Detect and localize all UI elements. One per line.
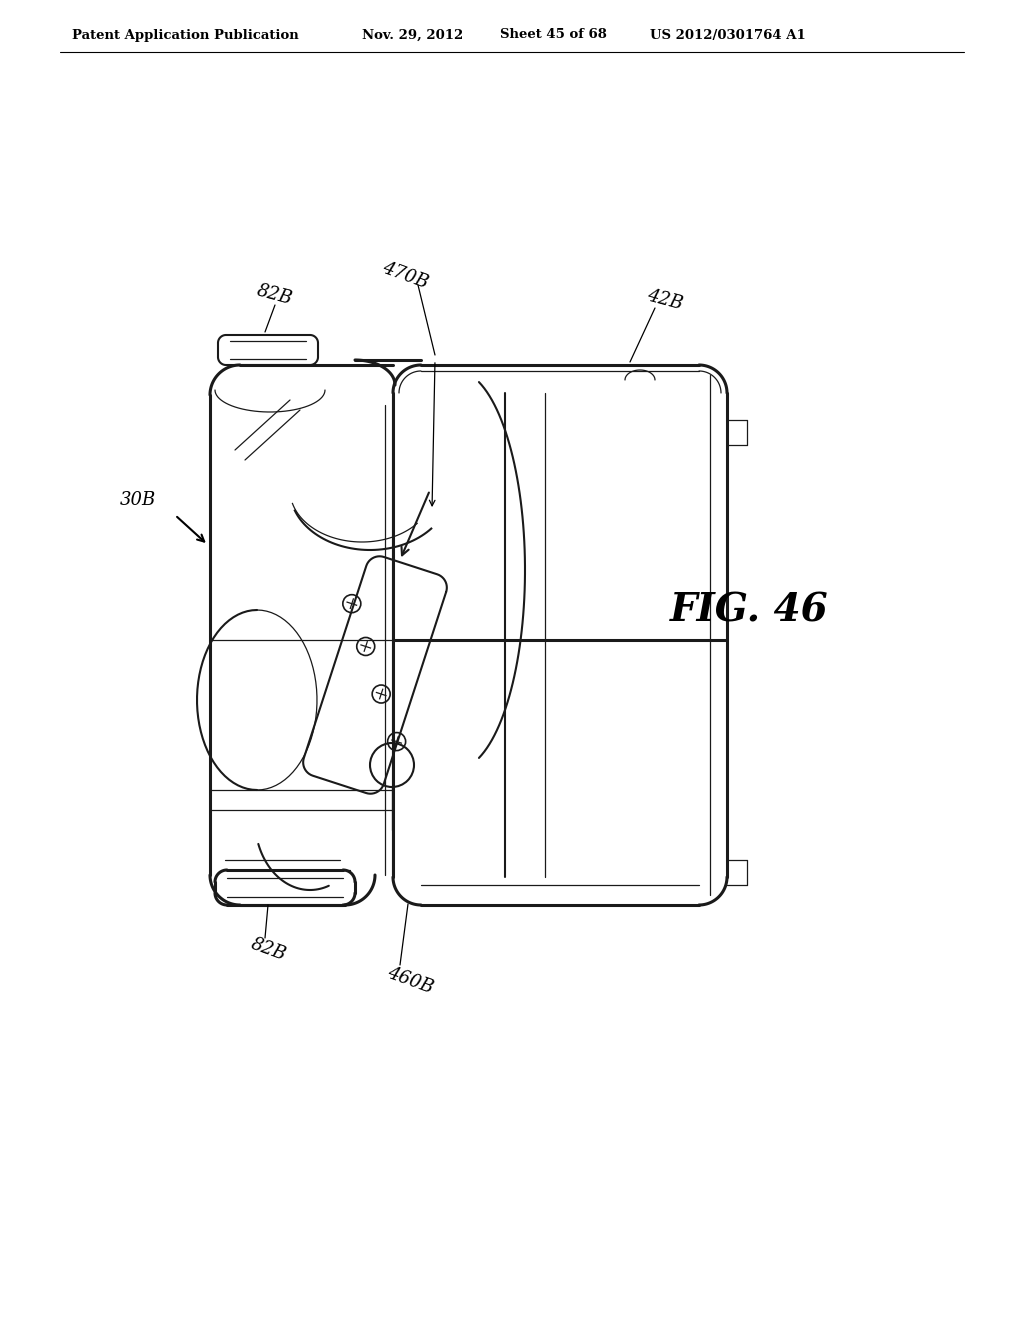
Text: 30B: 30B [120,491,157,510]
Text: Sheet 45 of 68: Sheet 45 of 68 [500,29,607,41]
Text: US 2012/0301764 A1: US 2012/0301764 A1 [650,29,806,41]
Text: Patent Application Publication: Patent Application Publication [72,29,299,41]
Text: 470B: 470B [380,259,431,292]
Text: 82B: 82B [248,936,288,965]
Text: 82B: 82B [255,281,295,309]
Text: 460B: 460B [385,964,436,997]
Text: Nov. 29, 2012: Nov. 29, 2012 [362,29,463,41]
Text: FIG. 46: FIG. 46 [670,591,828,630]
Text: 42B: 42B [645,286,685,313]
